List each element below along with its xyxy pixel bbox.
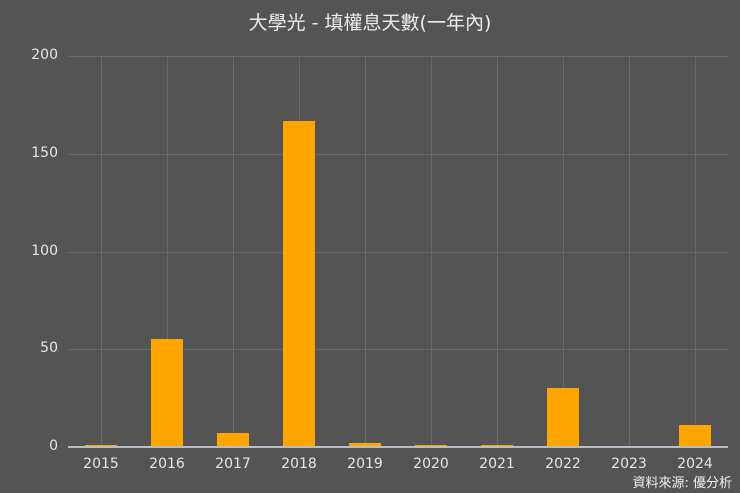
gridline-vertical bbox=[695, 56, 696, 447]
x-tick-label: 2018 bbox=[281, 456, 317, 472]
gridline-horizontal bbox=[68, 349, 728, 351]
y-tick-label: 200 bbox=[31, 47, 58, 63]
x-tick-label: 2016 bbox=[149, 456, 185, 472]
x-tick-label: 2019 bbox=[347, 456, 383, 472]
x-tick-label: 2022 bbox=[545, 456, 581, 472]
x-tick-label: 2021 bbox=[479, 456, 515, 472]
bar-2022 bbox=[547, 388, 579, 447]
x-tick-label: 2015 bbox=[83, 456, 119, 472]
gridline-vertical bbox=[497, 56, 498, 447]
y-tick-label: 100 bbox=[31, 242, 58, 259]
gridline-vertical bbox=[563, 56, 564, 447]
gridline-horizontal bbox=[68, 56, 728, 57]
plot-area bbox=[68, 56, 728, 448]
gridline-vertical bbox=[365, 56, 366, 447]
x-tick-label: 2017 bbox=[215, 456, 251, 472]
y-tick-label: 50 bbox=[40, 340, 58, 357]
bar-2024 bbox=[679, 425, 711, 447]
source-note: 資料來源: 優分析 bbox=[632, 476, 732, 491]
x-axis-line bbox=[68, 446, 728, 448]
bar-2016 bbox=[151, 339, 183, 447]
gridline-vertical bbox=[629, 56, 630, 447]
gridline-vertical bbox=[101, 56, 102, 447]
gridline-vertical bbox=[233, 56, 234, 447]
y-tick-label: 150 bbox=[31, 144, 58, 161]
x-tick-label: 2024 bbox=[677, 456, 713, 472]
y-tick-label: 0 bbox=[49, 438, 58, 454]
gridline-horizontal bbox=[68, 153, 728, 155]
x-tick-label: 2023 bbox=[611, 456, 647, 472]
bar-2019 bbox=[349, 443, 381, 447]
gridline-vertical bbox=[167, 56, 168, 447]
chart-title: 大學光 - 填權息天數(一年內) bbox=[248, 12, 492, 34]
gridline-horizontal bbox=[68, 251, 728, 253]
gridline-vertical bbox=[431, 56, 432, 447]
bar-2017 bbox=[217, 433, 249, 447]
x-tick-label: 2020 bbox=[413, 456, 449, 472]
bar-2018 bbox=[283, 120, 315, 447]
